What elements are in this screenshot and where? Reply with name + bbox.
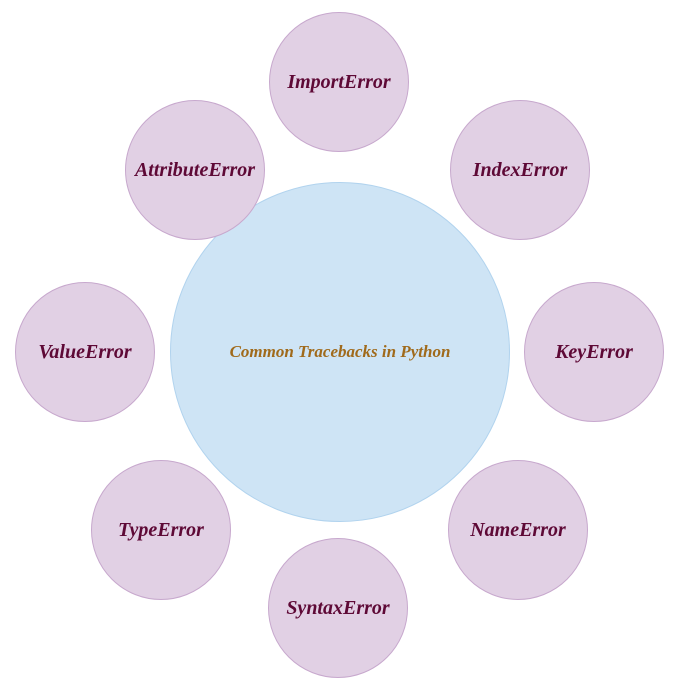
- node-label: SyntaxError: [286, 597, 389, 620]
- node-label: NameError: [470, 519, 566, 542]
- node-attribute-error: AttributeError: [125, 100, 265, 240]
- node-syntax-error: SyntaxError: [268, 538, 408, 678]
- node-key-error: KeyError: [524, 282, 664, 422]
- node-label: AttributeError: [135, 159, 255, 182]
- node-value-error: ValueError: [15, 282, 155, 422]
- node-name-error: NameError: [448, 460, 588, 600]
- node-label: ValueError: [38, 341, 131, 364]
- node-import-error: ImportError: [269, 12, 409, 152]
- node-label: ImportError: [287, 71, 390, 94]
- node-type-error: TypeError: [91, 460, 231, 600]
- node-label: KeyError: [555, 341, 633, 364]
- node-index-error: IndexError: [450, 100, 590, 240]
- center-label: Common Tracebacks in Python: [230, 342, 451, 362]
- node-label: TypeError: [118, 519, 204, 542]
- node-label: IndexError: [473, 159, 567, 182]
- diagram-canvas: Common Tracebacks in Python ImportError …: [0, 0, 681, 681]
